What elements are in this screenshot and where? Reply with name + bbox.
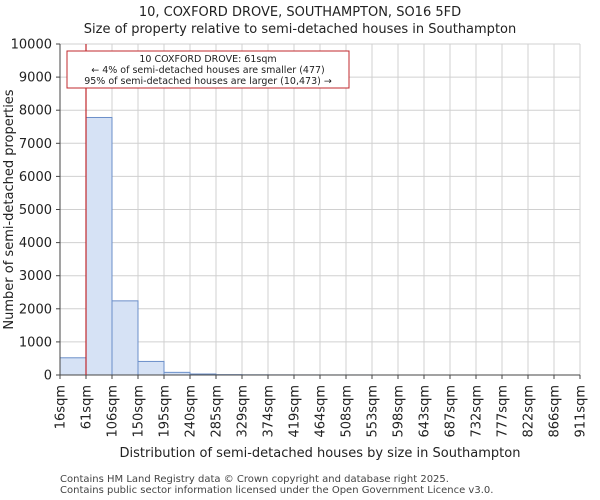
x-tick-label: 329sqm <box>236 385 251 438</box>
x-tick-label: 106sqm <box>106 385 121 438</box>
y-tick-label: 0 <box>44 369 52 384</box>
x-tick-label: 687sqm <box>444 385 459 438</box>
x-tick-label: 374sqm <box>262 385 277 438</box>
annotation-text: 10 COXFORD DROVE: 61sqm <box>139 54 276 65</box>
y-tick-label: 6000 <box>19 170 52 185</box>
x-tick-label: 598sqm <box>392 385 407 438</box>
y-tick-label: 4000 <box>19 236 52 251</box>
x-tick-label: 643sqm <box>418 385 433 438</box>
chart-title: 10, COXFORD DROVE, SOUTHAMPTON, SO16 5FD <box>138 5 462 20</box>
x-tick-label: 16sqm <box>54 385 69 429</box>
annotation-text: 95% of semi-detached houses are larger (… <box>84 76 332 87</box>
x-tick-label: 732sqm <box>470 385 485 438</box>
x-tick-label: 508sqm <box>340 385 355 438</box>
y-tick-label: 9000 <box>19 71 52 86</box>
x-tick-label: 419sqm <box>288 385 303 438</box>
y-tick-label: 8000 <box>19 104 52 119</box>
x-tick-label: 240sqm <box>184 385 199 438</box>
x-tick-label: 553sqm <box>366 385 381 438</box>
histogram-bar <box>59 357 87 376</box>
annotation-text: ← 4% of semi-detached houses are smaller… <box>91 65 325 76</box>
y-tick-label: 5000 <box>19 203 52 218</box>
x-tick-label: 195sqm <box>158 385 173 438</box>
x-tick-label: 61sqm <box>80 385 95 429</box>
x-tick-label: 866sqm <box>548 385 563 438</box>
histogram-bar <box>137 360 165 376</box>
annotation-box <box>66 50 350 89</box>
y-axis-label: Number of semi-detached properties <box>2 89 17 329</box>
x-tick-label: 822sqm <box>522 385 537 438</box>
histogram-bar <box>111 300 139 376</box>
footer-licence: Contains public sector information licen… <box>60 485 494 496</box>
x-tick-label: 464sqm <box>314 385 329 438</box>
x-tick-label: 777sqm <box>496 385 511 438</box>
x-tick-label: 150sqm <box>132 385 147 438</box>
y-tick-label: 1000 <box>19 335 52 350</box>
y-tick-label: 7000 <box>19 137 52 152</box>
chart-subtitle: Size of property relative to semi-detach… <box>83 22 517 37</box>
x-tick-label: 911sqm <box>574 385 589 438</box>
y-tick-label: 3000 <box>19 269 52 284</box>
y-tick-label: 2000 <box>19 302 52 317</box>
footer-copyright: Contains HM Land Registry data © Crown c… <box>60 474 449 485</box>
y-tick-label: 10000 <box>11 38 52 53</box>
x-tick-label: 285sqm <box>210 385 225 438</box>
x-axis-label: Distribution of semi-detached houses by … <box>120 446 521 461</box>
histogram-bar <box>85 116 113 376</box>
